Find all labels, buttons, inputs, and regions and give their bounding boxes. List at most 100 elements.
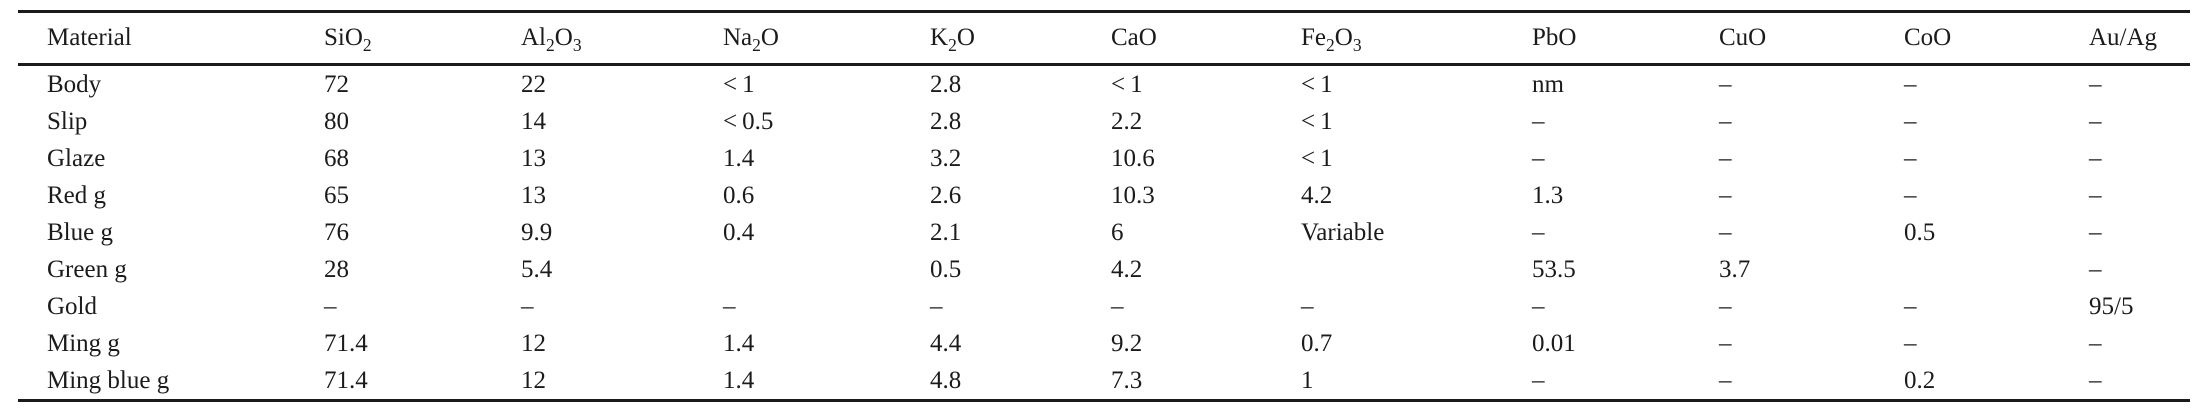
value-cell: – <box>1532 218 1545 246</box>
value-cell: 65 <box>324 181 349 209</box>
col-header-auag: Au/Ag <box>2089 11 2190 66</box>
value-cell: – <box>1532 366 1545 394</box>
value-cell: – <box>2089 181 2102 209</box>
value-cell: 28 <box>324 255 349 283</box>
value-cell: < 1 <box>1301 107 1333 135</box>
material-cell: Green g <box>47 255 127 283</box>
value-cell: – <box>1719 292 1732 320</box>
value-cell: 2.8 <box>930 70 962 98</box>
value-cell: – <box>1719 70 1732 98</box>
col-header-pbo: PbO <box>1532 11 1719 66</box>
value-cell <box>723 251 930 288</box>
value-cell: 9.2 <box>1111 329 1143 357</box>
material-cell: Ming g <box>47 329 120 357</box>
value-cell: – <box>1301 292 1314 320</box>
table-header: Material SiO2 Al2O3 Na2O K2O CaO Fe2O3 P… <box>18 11 2190 66</box>
value-cell: 12 <box>521 329 546 357</box>
value-cell: – <box>1719 144 1732 172</box>
value-cell <box>1904 251 2089 288</box>
material-cell: Body <box>47 70 102 98</box>
value-cell: 72 <box>324 70 349 98</box>
value-cell: 3.2 <box>930 144 962 172</box>
value-cell: < 1 <box>1111 70 1143 98</box>
col-header-material: Material <box>18 11 324 66</box>
value-cell: 53.5 <box>1532 255 1576 283</box>
value-cell: – <box>2089 255 2102 283</box>
value-cell: – <box>1719 218 1732 246</box>
value-cell: 13 <box>521 181 546 209</box>
value-cell: – <box>1532 144 1545 172</box>
value-cell: – <box>2089 107 2102 135</box>
value-cell: – <box>2089 218 2102 246</box>
value-cell: 1.4 <box>723 329 755 357</box>
value-cell: 80 <box>324 107 349 135</box>
value-cell: 0.4 <box>723 218 755 246</box>
col-header-fe2o3: Fe2O3 <box>1301 11 1532 66</box>
table-row: Red g 65 13 0.6 2.6 10.3 4.2 1.3 – – – <box>18 177 2190 214</box>
value-cell: 2.6 <box>930 181 962 209</box>
value-cell: – <box>1719 107 1732 135</box>
value-cell: 3.7 <box>1719 255 1751 283</box>
material-cell: Blue g <box>47 218 113 246</box>
value-cell: 76 <box>324 218 349 246</box>
value-cell: – <box>2089 329 2102 357</box>
value-cell: 4.2 <box>1111 255 1143 283</box>
value-cell: 1 <box>1301 366 1314 394</box>
value-cell: – <box>1719 329 1732 357</box>
value-cell: – <box>1532 107 1545 135</box>
value-cell: Variable <box>1301 218 1385 246</box>
value-cell: – <box>521 292 534 320</box>
col-header-cao: CaO <box>1111 11 1301 66</box>
value-cell: 14 <box>521 107 546 135</box>
value-cell: 1.4 <box>723 366 755 394</box>
value-cell: 4.2 <box>1301 181 1333 209</box>
table-row: Blue g 76 9.9 0.4 2.1 6 Variable – – 0.5 – <box>18 214 2190 251</box>
value-cell: 0.2 <box>1904 366 1936 394</box>
value-cell: – <box>1904 292 1917 320</box>
table-row: Glaze 68 13 1.4 3.2 10.6 < 1 – – – – <box>18 140 2190 177</box>
material-cell: Glaze <box>47 144 106 172</box>
value-cell: < 1 <box>1301 144 1333 172</box>
value-cell: 5.4 <box>521 255 553 283</box>
value-cell: – <box>1904 107 1917 135</box>
table-row: Body 72 22 < 1 2.8 < 1 < 1 nm – – – <box>18 65 2190 104</box>
value-cell: 2.1 <box>930 218 962 246</box>
value-cell: 12 <box>521 366 546 394</box>
value-cell: 13 <box>521 144 546 172</box>
value-cell: 0.01 <box>1532 329 1576 357</box>
value-cell: 1.3 <box>1532 181 1564 209</box>
value-cell: 4.4 <box>930 329 962 357</box>
value-cell: 10.3 <box>1111 181 1155 209</box>
value-cell: 7.3 <box>1111 366 1143 394</box>
table-body: Body 72 22 < 1 2.8 < 1 < 1 nm – – – Slip 80 14 < 0.5 2.… <box>18 65 2190 401</box>
value-cell: – <box>1904 70 1917 98</box>
value-cell: – <box>1719 366 1732 394</box>
value-cell: – <box>930 292 943 320</box>
col-header-sio2: SiO2 <box>324 11 521 66</box>
table-row: Green g 28 5.4 0.5 4.2 53.5 3.7 – <box>18 251 2190 288</box>
value-cell: 9.9 <box>521 218 553 246</box>
value-cell: < 1 <box>723 70 755 98</box>
value-cell: nm <box>1532 70 1564 98</box>
value-cell: – <box>2089 70 2102 98</box>
value-cell: – <box>2089 366 2102 394</box>
value-cell: 71.4 <box>324 329 368 357</box>
value-cell: – <box>1719 181 1732 209</box>
value-cell: – <box>1111 292 1124 320</box>
col-header-al2o3: Al2O3 <box>521 11 723 66</box>
value-cell: – <box>1532 292 1545 320</box>
value-cell <box>1301 251 1532 288</box>
value-cell: 22 <box>521 70 546 98</box>
value-cell: 0.7 <box>1301 329 1333 357</box>
value-cell: 95/5 <box>2089 292 2134 320</box>
table-row: Ming blue g 71.4 12 1.4 4.8 7.3 1 – – 0.2 – <box>18 362 2190 401</box>
material-cell: Ming blue g <box>47 366 170 394</box>
value-cell: – <box>723 292 736 320</box>
value-cell: – <box>1904 329 1917 357</box>
value-cell: 4.8 <box>930 366 962 394</box>
col-header-cuo: CuO <box>1719 11 1904 66</box>
value-cell: 2.8 <box>930 107 962 135</box>
value-cell: 71.4 <box>324 366 368 394</box>
value-cell: 0.6 <box>723 181 755 209</box>
material-cell: Slip <box>47 107 88 135</box>
